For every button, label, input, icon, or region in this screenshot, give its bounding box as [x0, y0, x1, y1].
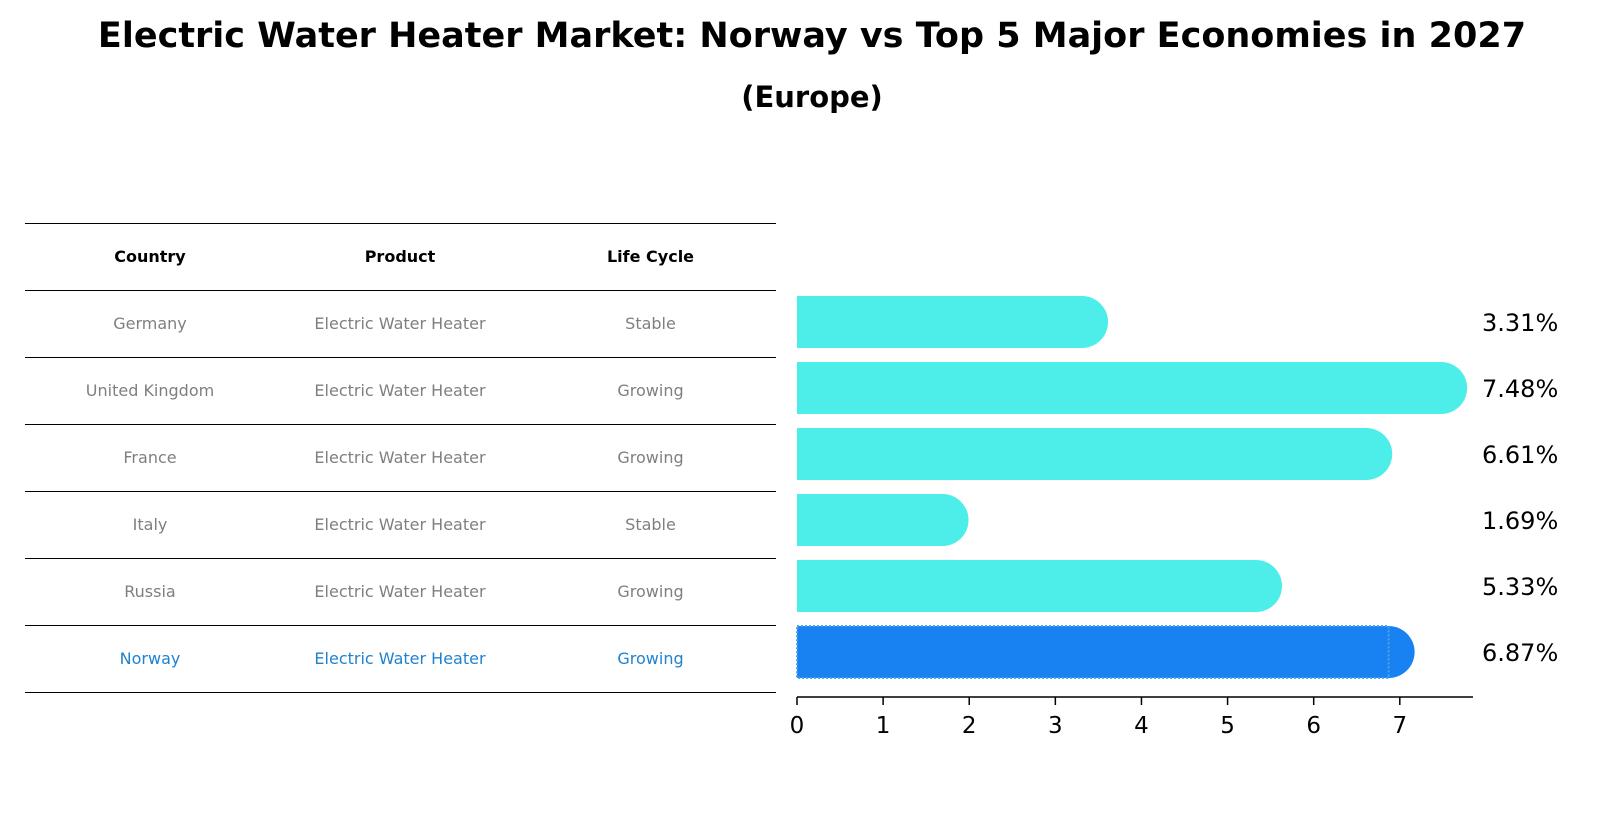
x-tick-label: 5	[1220, 713, 1235, 739]
product-cell: Electric Water Heater	[314, 515, 486, 534]
table-row: Germany Electric Water Heater Stable	[25, 290, 776, 357]
bar-united-kingdom	[797, 362, 1468, 414]
header-product: Product	[364, 247, 436, 266]
x-tick-label: 6	[1306, 713, 1321, 739]
country-cell: Germany	[113, 314, 187, 333]
country-cell: Russia	[124, 582, 176, 601]
value-label: 1.69%	[1482, 507, 1558, 535]
header-life-cycle: Life Cycle	[606, 247, 695, 266]
header-country: Country	[114, 247, 186, 266]
highlight-outline	[796, 625, 1390, 679]
x-tick-label: 2	[962, 713, 977, 739]
chart-title: Electric Water Heater Market: Norway vs …	[97, 16, 1527, 56]
product-cell: Electric Water Heater	[314, 381, 486, 400]
table-header-row: Country Product Life Cycle	[25, 223, 776, 290]
bar-russia	[797, 560, 1282, 612]
chart-subtitle: (Europe)	[741, 80, 883, 114]
country-cell: France	[123, 448, 177, 467]
life-cycle-cell: Growing	[617, 582, 684, 601]
table-row: Russia Electric Water Heater Growing	[25, 558, 776, 625]
product-cell: Electric Water Heater	[314, 448, 486, 467]
value-label: 5.33%	[1482, 573, 1558, 601]
value-label: 7.48%	[1482, 375, 1558, 403]
bar-france	[797, 428, 1393, 480]
x-tick-label: 1	[876, 713, 891, 739]
value-label: 3.31%	[1482, 309, 1558, 337]
bar-germany	[797, 296, 1109, 348]
table-row: Italy Electric Water Heater Stable	[25, 491, 776, 558]
country-cell: Norway	[119, 649, 181, 668]
bar-italy	[797, 494, 969, 546]
life-cycle-cell: Stable	[625, 314, 676, 333]
product-cell: Electric Water Heater	[314, 314, 486, 333]
x-tick-label: 4	[1134, 713, 1149, 739]
country-cell: Italy	[132, 515, 168, 534]
country-cell: United Kingdom	[85, 381, 215, 400]
life-cycle-cell: Growing	[617, 649, 684, 668]
data-table: Country Product Life Cycle Germany Elect…	[25, 223, 776, 693]
table-row: United Kingdom Electric Water Heater Gro…	[25, 357, 776, 424]
life-cycle-cell: Growing	[617, 448, 684, 467]
value-label: 6.61%	[1482, 441, 1558, 469]
x-tick-label: 7	[1392, 713, 1407, 739]
bar-norway	[797, 626, 1415, 678]
x-tick-label: 0	[790, 713, 805, 739]
value-label: 6.87%	[1482, 639, 1558, 667]
life-cycle-cell: Growing	[617, 381, 684, 400]
product-cell: Electric Water Heater	[314, 649, 486, 668]
product-cell: Electric Water Heater	[314, 582, 486, 601]
table-row: France Electric Water Heater Growing	[25, 424, 776, 491]
x-tick-label: 3	[1048, 713, 1063, 739]
life-cycle-cell: Stable	[625, 515, 676, 534]
table-row-highlight: Norway Electric Water Heater Growing	[25, 625, 776, 693]
